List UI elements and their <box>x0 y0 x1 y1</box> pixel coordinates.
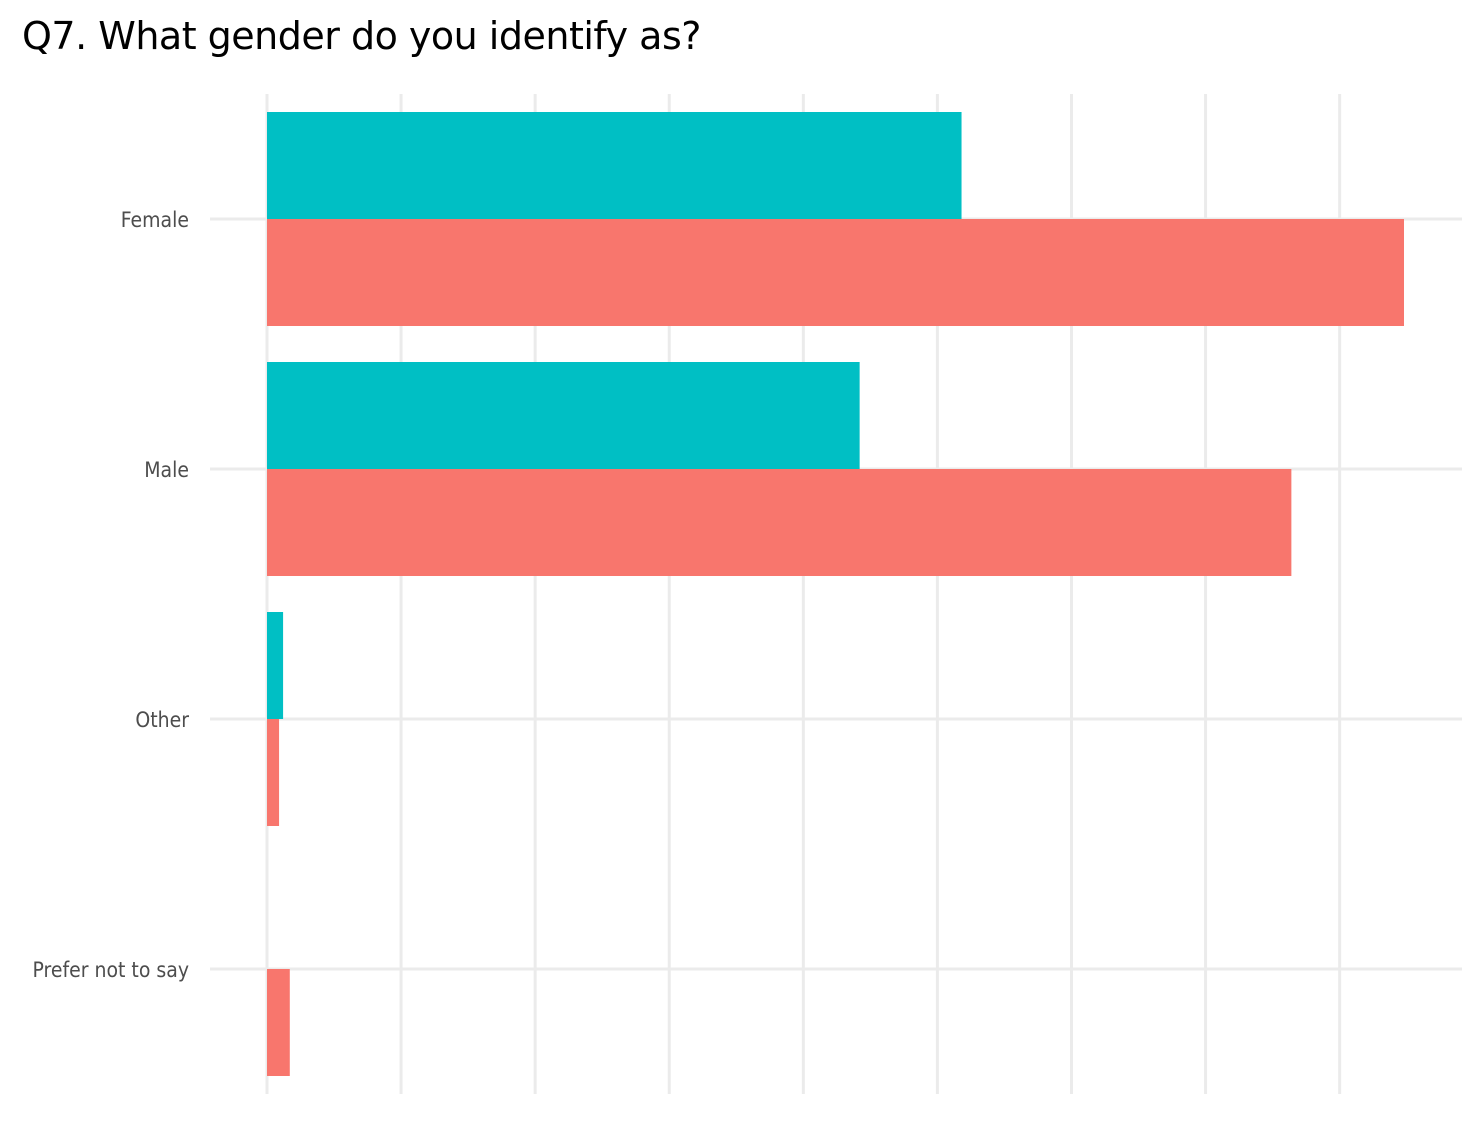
bar-series-0-male <box>267 362 860 469</box>
bars <box>267 112 1404 1076</box>
bar-series-0-female <box>267 112 962 219</box>
bar-series-1-female <box>267 219 1404 326</box>
category-label: Prefer not to say <box>33 958 189 982</box>
bar-series-0-other <box>267 612 284 719</box>
category-label: Female <box>121 208 189 232</box>
bar-series-1-prefer-not-to-say <box>267 969 290 1076</box>
bar-series-1-other <box>267 719 280 826</box>
category-labels: Female Male Other Prefer not to say <box>33 208 190 982</box>
category-label: Male <box>144 458 189 482</box>
bar-series-1-male <box>267 469 1292 576</box>
category-label: Other <box>135 708 189 732</box>
chart-title: Q7. What gender do you identify as? <box>22 14 701 58</box>
